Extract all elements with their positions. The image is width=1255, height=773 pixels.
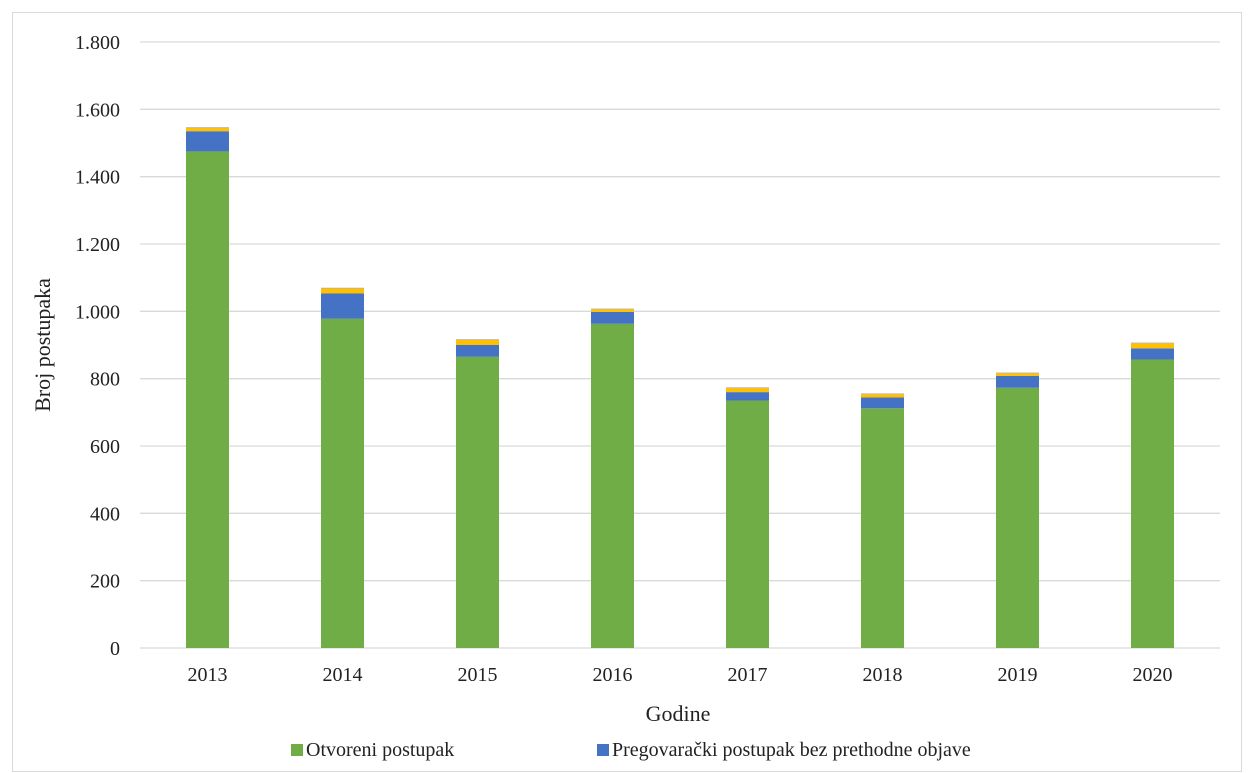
y-tick-label: 0 xyxy=(110,638,120,660)
bar-segment xyxy=(1131,343,1174,349)
legend-swatch xyxy=(597,744,609,756)
bar-segment xyxy=(186,151,229,648)
bar-segment xyxy=(186,131,229,152)
legend: Otvoreni postupak Pregovarački postupak b… xyxy=(291,739,971,761)
y-tick-labels: 0 200 400 600 800 1.000 1.200 1.400 1.600 1.800 xyxy=(75,32,120,660)
bars xyxy=(186,127,1174,648)
y-tick-label: 400 xyxy=(90,503,120,525)
bar-segment xyxy=(186,127,229,128)
x-tick-label: 2017 xyxy=(728,664,768,686)
bar-segment xyxy=(321,293,364,319)
y-tick-label: 600 xyxy=(90,436,120,458)
gridlines xyxy=(140,41,1220,649)
bar-segment xyxy=(996,373,1039,376)
bar-segment xyxy=(996,375,1039,388)
y-tick-label: 200 xyxy=(90,571,120,593)
bar-segment xyxy=(321,287,364,289)
y-tick-label: 800 xyxy=(90,369,120,391)
y-tick-label: 1.200 xyxy=(75,234,120,256)
bar-segment xyxy=(861,393,904,395)
bar-segment xyxy=(456,339,499,340)
x-tick-labels: 2013 2014 2015 2016 2017 2018 2019 2020 xyxy=(188,664,1173,686)
bar-segment xyxy=(456,345,499,357)
bar-segment xyxy=(726,388,769,393)
bar-segment xyxy=(1131,359,1174,648)
bar-segment xyxy=(591,308,634,310)
bar-segment xyxy=(861,408,904,648)
x-tick-label: 2015 xyxy=(458,664,498,686)
bar-segment xyxy=(456,356,499,648)
bar-segment xyxy=(456,339,499,345)
bar-segment xyxy=(861,397,904,409)
legend-label: Otvoreni postupak xyxy=(306,739,454,761)
bar-segment xyxy=(996,372,1039,374)
y-tick-label: 1.000 xyxy=(75,301,120,323)
x-axis-title: Godine xyxy=(646,701,711,726)
x-tick-label: 2016 xyxy=(593,664,633,686)
bar-segment xyxy=(726,392,769,401)
bar-segment xyxy=(996,387,1039,648)
bar-segment xyxy=(726,387,769,389)
y-axis-title: Broj postupaka xyxy=(30,278,55,412)
legend-label: Pregovarački postupak bez prethodne obja… xyxy=(612,739,971,761)
legend-swatch xyxy=(291,744,303,756)
bar-segment xyxy=(726,400,769,648)
bar-segment xyxy=(591,309,634,313)
bar-segment xyxy=(186,127,229,132)
bar-segment xyxy=(1131,348,1174,360)
bar-segment xyxy=(321,288,364,294)
x-tick-label: 2020 xyxy=(1133,664,1173,686)
y-tick-label: 1.600 xyxy=(75,99,120,121)
bar-segment xyxy=(321,318,364,648)
x-tick-label: 2013 xyxy=(188,664,228,686)
x-tick-label: 2019 xyxy=(998,664,1038,686)
bar-segment xyxy=(861,394,904,398)
bar-segment xyxy=(591,312,634,324)
bar-segment xyxy=(591,323,634,648)
y-tick-label: 1.400 xyxy=(75,167,120,189)
y-tick-label: 1.800 xyxy=(75,32,120,54)
bar-segment xyxy=(1131,342,1174,344)
x-tick-label: 2014 xyxy=(323,664,363,686)
x-tick-label: 2018 xyxy=(863,664,903,686)
